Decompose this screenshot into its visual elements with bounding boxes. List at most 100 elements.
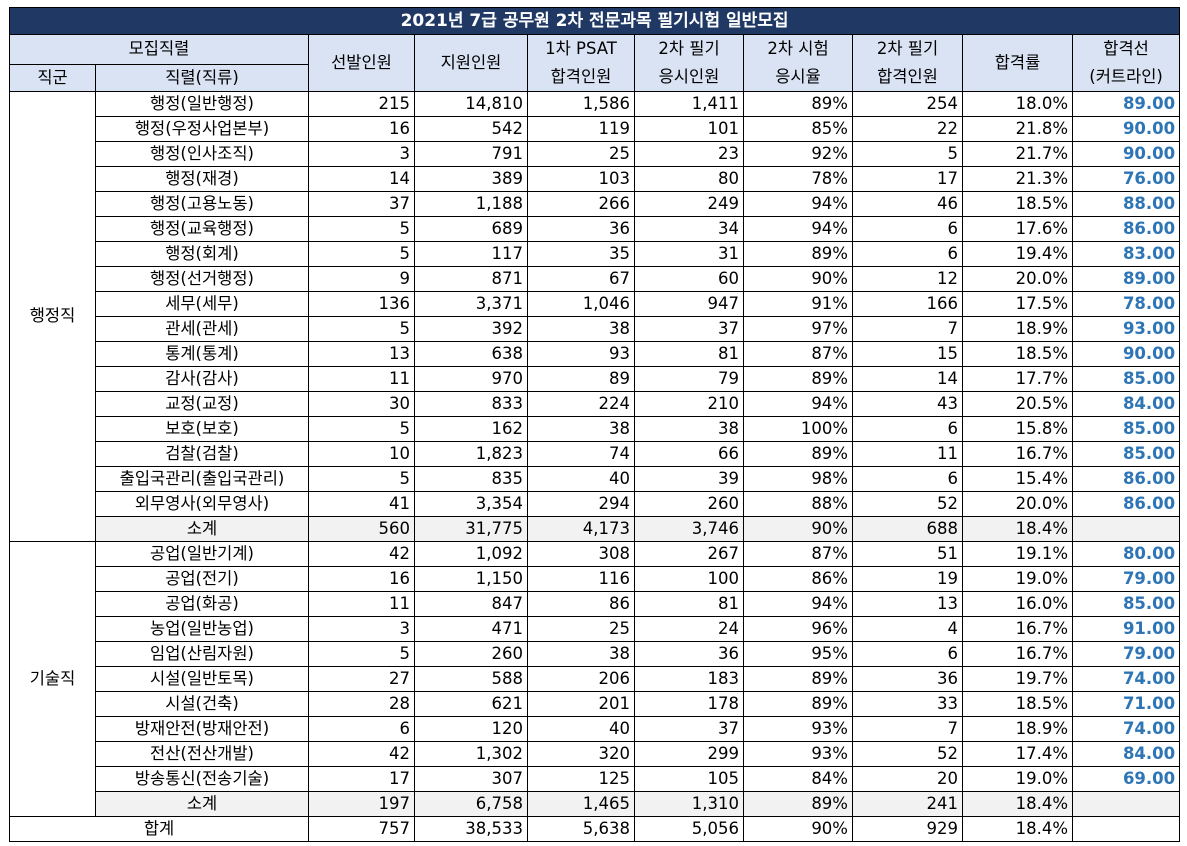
table-row: 보호(보호) 5 162 38 38 100% 6 15.8% 85.00 xyxy=(10,416,1181,442)
cell-cut: 76.00 xyxy=(1071,166,1181,192)
cell-app: 847 xyxy=(414,591,528,617)
cell-cut: 85.00 xyxy=(1071,366,1181,392)
cell-psat: 38 xyxy=(527,641,635,667)
cell-app: 14,810 xyxy=(414,91,528,117)
cell-sel: 215 xyxy=(308,91,415,117)
cell-rate: 91% xyxy=(743,291,853,317)
cell-job: 외무영사(외무영사) xyxy=(95,491,309,517)
header-rate: 2차 시험 응시율 xyxy=(743,34,853,92)
cell-cut xyxy=(1071,516,1181,542)
cell-pass: 19 xyxy=(852,566,963,592)
cell-app: 1,150 xyxy=(414,566,528,592)
cell-cut: 85.00 xyxy=(1071,591,1181,617)
cell-job: 행정(일반행정) xyxy=(95,91,309,117)
cell-rate: 89% xyxy=(743,91,853,117)
cell-cut: 86.00 xyxy=(1071,466,1181,492)
table-row: 행정(우정사업본부) 16 542 119 101 85% 22 21.8% 90.00 xyxy=(10,116,1181,142)
cell-pass: 166 xyxy=(852,291,963,317)
cell-job: 공업(화공) xyxy=(95,591,309,617)
cell-sel: 11 xyxy=(308,591,415,617)
cell-psat: 93 xyxy=(527,341,635,367)
cell-app: 3,354 xyxy=(414,491,528,517)
cell-job: 세무(세무) xyxy=(95,291,309,317)
cell-job: 출입국관리(출입국관리) xyxy=(95,466,309,492)
cell-pass: 254 xyxy=(852,91,963,117)
cell-psat: 125 xyxy=(527,766,635,792)
table-row: 행정(회계) 5 117 35 31 89% 6 19.4% 83.00 xyxy=(10,241,1181,267)
table-row: 행정(교육행정) 5 689 36 34 94% 6 17.6% 86.00 xyxy=(10,216,1181,242)
cell-psat: 4,173 xyxy=(527,516,635,542)
cell-wr: 31 xyxy=(634,241,744,267)
cell-prate: 19.0% xyxy=(962,766,1073,792)
cell-cut: 69.00 xyxy=(1071,766,1181,792)
cell-job: 행정(선거행정) xyxy=(95,266,309,292)
table-row: 외무영사(외무영사) 41 3,354 294 260 88% 52 20.0% 86.00 xyxy=(10,491,1181,517)
cell-rate: 89% xyxy=(743,791,853,817)
cell-psat: 103 xyxy=(527,166,635,192)
cell-app: 638 xyxy=(414,341,528,367)
cell-psat: 36 xyxy=(527,216,635,242)
table-row: 시설(건축) 28 621 201 178 89% 33 18.5% 71.00 xyxy=(10,691,1181,717)
cell-prate: 18.4% xyxy=(962,516,1073,542)
cell-pass: 17 xyxy=(852,166,963,192)
cell-prate: 19.1% xyxy=(962,541,1073,567)
cell-prate: 17.7% xyxy=(962,366,1073,392)
cell-sel: 42 xyxy=(308,741,415,767)
cell-sel: 3 xyxy=(308,141,415,167)
cell-rate: 78% xyxy=(743,166,853,192)
cell-cut: 85.00 xyxy=(1071,441,1181,467)
cell-pass: 241 xyxy=(852,791,963,817)
cell-cut: 91.00 xyxy=(1071,616,1181,642)
cell-rate: 89% xyxy=(743,366,853,392)
cell-wr: 100 xyxy=(634,566,744,592)
cell-pass: 33 xyxy=(852,691,963,717)
header-psat: 1차 PSAT 합격인원 xyxy=(527,34,635,92)
cell-psat: 86 xyxy=(527,591,635,617)
cell-sel: 5 xyxy=(308,466,415,492)
cell-rate: 87% xyxy=(743,541,853,567)
cell-prate: 20.0% xyxy=(962,491,1073,517)
cell-prate: 18.4% xyxy=(962,816,1073,842)
cell-sel: 5 xyxy=(308,241,415,267)
cell-wr: 105 xyxy=(634,766,744,792)
cell-psat: 116 xyxy=(527,566,635,592)
cell-sel: 757 xyxy=(308,816,415,842)
cell-job: 방송통신(전송기술) xyxy=(95,766,309,792)
cell-rate: 94% xyxy=(743,191,853,217)
cell-prate: 21.3% xyxy=(962,166,1073,192)
header-cutline: 합격선 (커트라인) xyxy=(1071,34,1181,92)
header-pass: 2차 필기 합격인원 xyxy=(852,34,963,92)
cell-psat: 201 xyxy=(527,691,635,717)
cell-prate: 19.4% xyxy=(962,241,1073,267)
cell-prate: 17.6% xyxy=(962,216,1073,242)
cell-job: 공업(전기) xyxy=(95,566,309,592)
cell-rate: 94% xyxy=(743,216,853,242)
table-row: 방재안전(방재안전) 6 120 40 37 93% 7 18.9% 74.00 xyxy=(10,716,1181,742)
cell-prate: 18.5% xyxy=(962,341,1073,367)
cell-psat: 119 xyxy=(527,116,635,142)
cell-cut: 79.00 xyxy=(1071,566,1181,592)
cell-psat: 38 xyxy=(527,316,635,342)
cell-wr: 66 xyxy=(634,441,744,467)
cell-sel: 13 xyxy=(308,341,415,367)
cell-prate: 17.5% xyxy=(962,291,1073,317)
cell-wr: 23 xyxy=(634,141,744,167)
cell-app: 3,371 xyxy=(414,291,528,317)
cell-rate: 89% xyxy=(743,241,853,267)
table-row: 출입국관리(출입국관리) 5 835 40 39 98% 6 15.4% 86.00 xyxy=(10,466,1181,492)
cell-sel: 11 xyxy=(308,366,415,392)
cell-pass: 4 xyxy=(852,616,963,642)
cell-rate: 93% xyxy=(743,716,853,742)
table-row: 행정직 행정(일반행정) 215 14,810 1,586 1,411 89% 254 18.0… xyxy=(9,91,1181,542)
table-row: 공업(화공) 11 847 86 81 94% 13 16.0% 85.00 xyxy=(10,591,1181,617)
cell-wr: 249 xyxy=(634,191,744,217)
cell-pass: 7 xyxy=(852,316,963,342)
header-jikryeol: 직렬(직류) xyxy=(95,64,309,92)
cell-sel: 14 xyxy=(308,166,415,192)
cell-cut: 86.00 xyxy=(1071,491,1181,517)
cell-job: 교정(교정) xyxy=(95,391,309,417)
cell-wr: 81 xyxy=(634,341,744,367)
cell-pass: 688 xyxy=(852,516,963,542)
cell-rate: 89% xyxy=(743,691,853,717)
cell-pass: 52 xyxy=(852,741,963,767)
